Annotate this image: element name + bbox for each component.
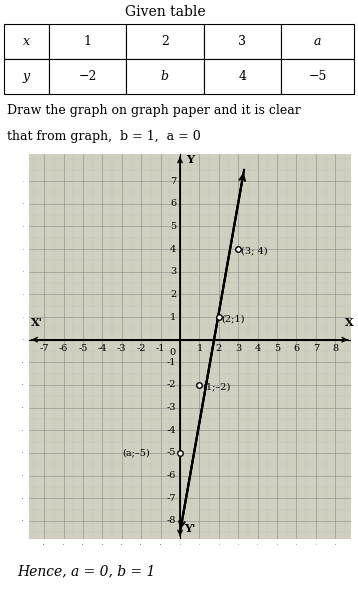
- Text: y: y: [23, 70, 30, 83]
- Text: 1: 1: [196, 344, 203, 353]
- Text: 4: 4: [238, 70, 246, 83]
- Text: Given table: Given table: [125, 5, 206, 19]
- Text: 5: 5: [274, 344, 280, 353]
- Text: 4: 4: [255, 344, 261, 353]
- Text: 6: 6: [170, 200, 176, 208]
- Text: Y': Y': [184, 523, 195, 534]
- Text: a: a: [314, 35, 321, 48]
- Text: -1: -1: [167, 358, 176, 367]
- Text: -1: -1: [156, 344, 165, 353]
- Text: 2: 2: [170, 290, 176, 299]
- Text: -7: -7: [167, 494, 176, 503]
- Text: 7: 7: [170, 177, 176, 185]
- Text: 1: 1: [170, 313, 176, 322]
- Text: (3; 4): (3; 4): [241, 247, 267, 256]
- Text: 3: 3: [170, 267, 176, 276]
- Text: -3: -3: [167, 403, 176, 412]
- Text: 5: 5: [170, 222, 176, 231]
- Bar: [49, 24, 126, 59]
- Bar: [49, 59, 126, 94]
- Text: 2: 2: [161, 35, 169, 48]
- Text: 3: 3: [235, 344, 241, 353]
- Text: Y: Y: [186, 154, 194, 165]
- Text: Hence, a = 0, b = 1: Hence, a = 0, b = 1: [18, 564, 156, 578]
- Text: -6: -6: [59, 344, 68, 353]
- Text: 1: 1: [84, 35, 92, 48]
- Text: (2;1): (2;1): [221, 315, 245, 324]
- Text: (1;–2): (1;–2): [202, 383, 230, 392]
- Bar: [4, 24, 49, 59]
- Text: 2: 2: [216, 344, 222, 353]
- Text: Draw the graph on graph paper and it is clear: Draw the graph on graph paper and it is …: [7, 104, 301, 117]
- Bar: [126, 59, 204, 94]
- Bar: [204, 59, 281, 94]
- Bar: [126, 24, 204, 59]
- Text: -2: -2: [167, 381, 176, 389]
- Text: 7: 7: [313, 344, 319, 353]
- Text: -6: -6: [167, 471, 176, 480]
- Text: b: b: [161, 70, 169, 83]
- Bar: [281, 24, 354, 59]
- Text: -4: -4: [98, 344, 107, 353]
- Text: −5: −5: [308, 70, 327, 83]
- Text: 4: 4: [170, 244, 176, 254]
- Text: -8: -8: [167, 516, 176, 526]
- Text: 8: 8: [332, 344, 338, 353]
- Text: that from graph,  b = 1,  a = 0: that from graph, b = 1, a = 0: [7, 130, 201, 144]
- Text: -5: -5: [167, 448, 176, 457]
- Text: -3: -3: [117, 344, 127, 353]
- Bar: [204, 24, 281, 59]
- Text: 0: 0: [169, 348, 175, 357]
- Text: X: X: [345, 317, 354, 328]
- Text: (a;–5): (a;–5): [122, 448, 150, 457]
- Text: -4: -4: [167, 426, 176, 435]
- Text: -2: -2: [136, 344, 146, 353]
- Text: x: x: [23, 35, 30, 48]
- Text: 3: 3: [238, 35, 246, 48]
- Text: 6: 6: [294, 344, 300, 353]
- Text: -7: -7: [39, 344, 49, 353]
- Bar: [4, 59, 49, 94]
- Text: X': X': [30, 317, 43, 328]
- Text: -5: -5: [78, 344, 88, 353]
- Bar: [281, 59, 354, 94]
- Text: −2: −2: [79, 70, 97, 83]
